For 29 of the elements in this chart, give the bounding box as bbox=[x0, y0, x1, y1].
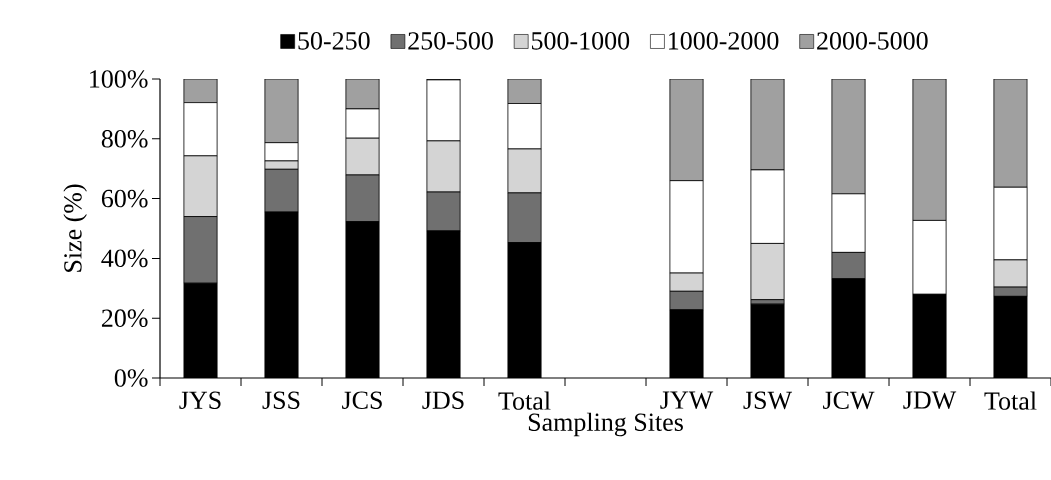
x-tick-label: JDW bbox=[903, 391, 957, 409]
legend-label: 500-1000 bbox=[531, 32, 630, 50]
y-tick-label: 0% bbox=[114, 369, 148, 387]
x-tick-label: Total bbox=[984, 391, 1037, 410]
y-axis-title: Size (%) bbox=[63, 184, 87, 272]
x-axis-title: Sampling Sites bbox=[528, 412, 683, 437]
y-tick-label: 20% bbox=[101, 309, 148, 328]
bar bbox=[750, 79, 785, 171]
legend-label: 250-500 bbox=[408, 32, 493, 50]
x-tick-label: JDS bbox=[422, 391, 464, 409]
y-tick-label: 100% bbox=[90, 70, 148, 88]
y-tick-label: 60% bbox=[101, 189, 148, 208]
legend-label: 2000-5000 bbox=[817, 32, 928, 50]
bar bbox=[831, 79, 866, 195]
legend-label: 50-250 bbox=[298, 32, 370, 50]
x-tick-label: JCS bbox=[342, 391, 382, 409]
y-tick-label: 80% bbox=[101, 129, 148, 148]
bar bbox=[264, 79, 299, 144]
x-tick-label: JSW bbox=[743, 391, 793, 410]
bar bbox=[993, 79, 1028, 188]
x-tick-label: Total bbox=[498, 391, 551, 410]
x-tick-label: JYW bbox=[660, 391, 714, 409]
x-tick-label: JSS bbox=[262, 391, 300, 409]
y-tick-label: 40% bbox=[101, 249, 148, 268]
x-tick-label: JCW bbox=[823, 391, 875, 410]
x-tick-label: JYS bbox=[179, 391, 221, 409]
legend-label: 1000-2000 bbox=[669, 32, 779, 50]
bar bbox=[912, 79, 947, 221]
bar bbox=[669, 79, 704, 182]
